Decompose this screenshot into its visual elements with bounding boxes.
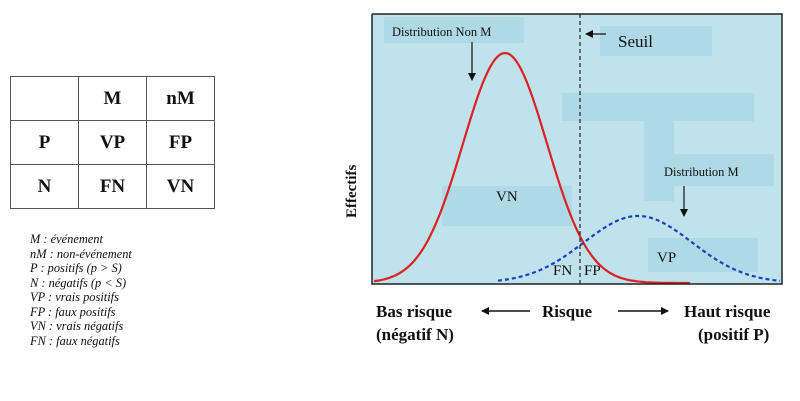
plot-frame	[371, 13, 783, 285]
table-cell-fn: FN	[78, 164, 147, 209]
y-axis-label: Effectifs	[344, 165, 360, 218]
table-cell-vn: VN	[146, 164, 215, 209]
high-risk-label: Haut risque	[684, 302, 771, 321]
region-label-fp: FP	[584, 263, 601, 279]
legend-item-fp: FP : faux positifs	[30, 304, 116, 319]
legend-item-vn: VN : vrais négatifs	[30, 319, 124, 333]
non-m-distribution-label: Distribution Non M	[392, 25, 491, 39]
legend-item-vp: VP : vrais positifs	[30, 290, 119, 304]
faded-block-middle	[562, 93, 754, 121]
faded-block-top-left	[384, 17, 524, 43]
table-row-p: P VP FP	[10, 120, 215, 165]
abbreviation-legend: M : événement nM : non-événement P : pos…	[30, 232, 132, 348]
faded-block-dist-m	[654, 154, 774, 186]
table-corner-cell	[10, 76, 79, 121]
faded-block-top-right	[600, 26, 712, 56]
low-risk-label: Bas risque	[376, 302, 452, 321]
m-distribution-label: Distribution M	[664, 165, 739, 179]
region-label-fn: FN	[553, 263, 572, 279]
m-distribution-curve	[497, 214, 781, 282]
legend-item-m: M : événement	[30, 232, 103, 246]
legend-item-fn: FN : faux négatifs	[30, 333, 120, 348]
risk-label: Risque	[542, 302, 593, 321]
table-cell-fp: FP	[146, 120, 215, 165]
faded-block-vp	[648, 238, 758, 272]
threshold-label: Seuil	[618, 32, 653, 51]
non-m-distribution-curve	[373, 52, 690, 285]
table-row-n: N FN VN	[10, 164, 215, 209]
high-risk-sublabel: (positif P)	[698, 325, 769, 344]
region-label-vp: VP	[657, 250, 676, 266]
region-label-vn: VN	[496, 189, 518, 205]
legend-item-p: P : positifs (p > S)	[30, 261, 122, 275]
table-row-label-p: P	[10, 120, 79, 165]
legend-item-nm: nM : non-événement	[30, 246, 132, 261]
low-risk-sublabel: (négatif N)	[376, 325, 454, 344]
legend-item-n: N : négatifs (p < S)	[30, 275, 127, 290]
faded-block-vn	[442, 186, 572, 226]
confusion-matrix-table: M nM P VP FP N FN VN	[10, 76, 215, 209]
